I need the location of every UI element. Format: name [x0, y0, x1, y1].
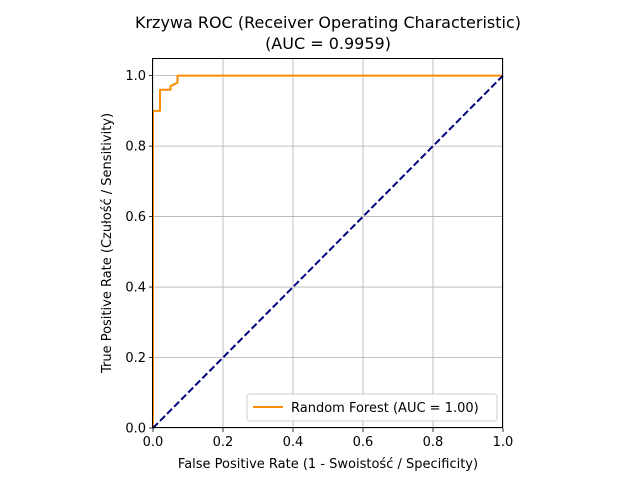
y-tick-label: 0.2	[125, 351, 146, 366]
chart-title-line-1: Krzywa ROC (Receiver Operating Character…	[135, 13, 521, 32]
x-axis-label: False Positive Rate (1 - Swoistość / Spe…	[178, 457, 478, 472]
grid-layer	[152, 58, 504, 429]
series-layer	[152, 74, 504, 429]
x-tick-label: 0.8	[423, 435, 444, 450]
y-tick-label: 0.0	[125, 422, 146, 437]
legend-label-random-forest: Random Forest (AUC = 1.00)	[291, 401, 479, 416]
y-tick-label: 0.8	[125, 140, 146, 155]
chance-diagonal-line	[152, 74, 504, 429]
y-tick-label: 0.6	[125, 210, 146, 225]
x-tick-label: 0.6	[353, 435, 374, 450]
plot-frame	[152, 58, 503, 428]
x-tick-label: 1.0	[493, 435, 514, 450]
roc-curve-random-forest	[152, 74, 503, 428]
y-tick-label: 1.0	[125, 69, 146, 84]
legend-box	[246, 393, 498, 422]
x-tick-label: 0.0	[143, 435, 164, 450]
y-tick-label: 0.4	[125, 281, 146, 296]
y-axis-label: True Positive Rate (Czułość / Sensitivit…	[100, 113, 115, 374]
x-tick-label: 0.4	[283, 435, 304, 450]
tick-layer: 0.0 0.2 0.4 0.6 0.8 1.0 0.0 0.2 0.4 0.6 0.8 1.0	[125, 69, 513, 450]
chart-title-line-2: (AUC = 0.9959)	[265, 34, 391, 53]
legend: Random Forest (AUC = 1.00)	[246, 393, 498, 422]
x-tick-label: 0.2	[213, 435, 234, 450]
